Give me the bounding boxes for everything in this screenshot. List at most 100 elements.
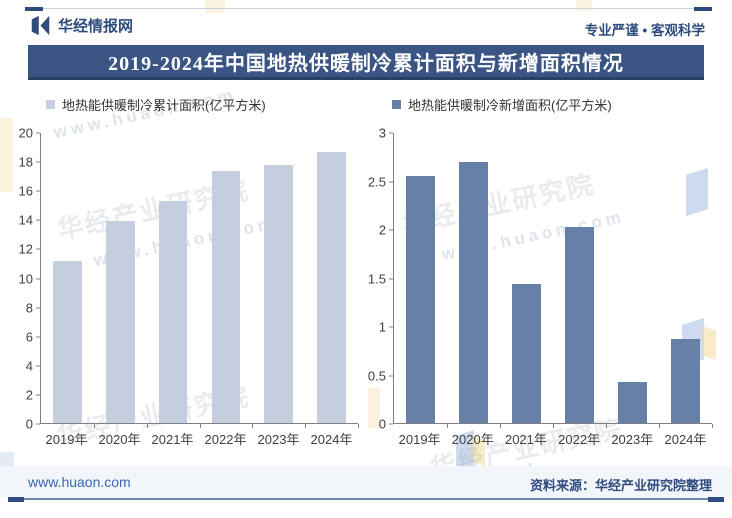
x-axis-tick-mark: [553, 424, 554, 428]
x-axis-label: 2024年: [310, 432, 353, 447]
y-axis-tick-label: 8: [25, 300, 33, 316]
y-axis-tick-mark: [36, 248, 40, 250]
y-axis-tick: 0: [26, 417, 40, 432]
x-axis-tick-mark: [712, 424, 713, 428]
x-axis-tick-mark: [659, 424, 660, 428]
y-axis-tick-mark: [389, 132, 393, 134]
bar-2024年: [317, 151, 346, 423]
y-axis-tick-mark: [36, 365, 40, 367]
divider-dash: [25, 6, 43, 11]
legend-marker-icon: [46, 100, 55, 109]
header-slogan: 专业严谨 • 客观科学: [584, 23, 705, 38]
divider-dash: [694, 6, 712, 11]
x-axis-label: 2021年: [504, 432, 547, 447]
x-axis: 2019年 2020年 2021年 2022年 2023年 2024年: [393, 429, 712, 448]
y-axis-tick: 2: [379, 223, 393, 238]
y-axis-tick-label: 0: [25, 416, 33, 432]
y-axis-tick-label: 16: [18, 183, 33, 199]
y-axis-tick-label: 1.5: [367, 271, 386, 286]
y-axis-tick-mark: [389, 375, 393, 376]
y-axis-tick-label: 2: [378, 222, 386, 238]
x-axis-label: 2022年: [558, 432, 601, 447]
bar-slot: [394, 133, 447, 423]
bar-2023年: [618, 382, 647, 423]
brand-name: 华经情报网: [58, 18, 134, 35]
legend-cumulative-area: 地热能供暖制冷累计面积(亿平方米): [46, 95, 266, 114]
y-axis-tick: 6: [26, 329, 40, 344]
x-axis-label: 2020年: [98, 432, 141, 447]
x-axis-tick-mark: [500, 424, 501, 428]
y-axis-tick-mark: [36, 161, 40, 163]
y-axis-tick: 3: [379, 126, 393, 141]
y-axis-tick-label: 10: [18, 271, 33, 286]
bar-2020年: [105, 221, 135, 423]
x-axis-label: 2019年: [45, 432, 88, 447]
page-title: 2019-2024年中国地热供暖制冷累计面积与新增面积情况: [108, 52, 624, 75]
y-axis-tick-label: 4: [25, 358, 33, 374]
bar-2019年: [53, 260, 82, 423]
y-axis-tick-label: 3: [378, 125, 386, 141]
plot-area: [393, 133, 713, 428]
y-axis-tick-label: 2.5: [367, 174, 386, 189]
watermark-shape: [576, 0, 592, 11]
legend-marker-icon: [392, 100, 401, 109]
y-axis-tick-mark: [36, 219, 40, 221]
watermark-shape: [205, 0, 225, 13]
bar-slot: [41, 133, 94, 423]
plot-area: [40, 133, 359, 428]
y-axis-tick: 20: [19, 126, 40, 141]
bar-2020年: [459, 162, 488, 423]
bar-slot: [606, 133, 659, 423]
y-axis-tick: 8: [26, 300, 40, 315]
y-axis-tick-label: 1: [378, 319, 386, 335]
title-bar: 2019-2024年中国地热供暖制冷累计面积与新增面积情况: [28, 45, 704, 80]
legend-label: 地热能供暖制冷新增面积(亿平方米): [408, 98, 612, 113]
y-axis-tick: 4: [26, 358, 40, 373]
bar-2021年: [158, 201, 188, 423]
y-axis-tick-label: 2: [25, 387, 33, 403]
y-axis-tick-label: 18: [18, 154, 33, 170]
bar-slot: [553, 133, 606, 423]
y-axis-tick-label: 14: [18, 212, 33, 228]
y-axis-tick-mark: [389, 326, 393, 328]
x-axis-label: 2020年: [451, 432, 494, 447]
divider-dash: [8, 496, 24, 502]
y-axis-tick-mark: [36, 278, 40, 279]
x-axis-tick-mark: [358, 424, 359, 428]
brand: 华经情报网: [30, 15, 133, 36]
y-axis-tick-mark: [36, 423, 40, 425]
bar-2022年: [211, 170, 241, 423]
bar-2023年: [264, 164, 293, 423]
bar-2022年: [565, 226, 594, 423]
website-link[interactable]: www.huaon.com: [28, 474, 131, 490]
y-axis: 3 2.5 2 1.5 1 0.5 0: [355, 126, 393, 432]
y-axis: 20 18 16 14 12 10 8 6 4 2 0: [2, 126, 40, 432]
x-axis-tick-mark: [199, 424, 201, 428]
x-axis-tick-mark: [447, 424, 448, 428]
x-axis-tick-mark: [606, 424, 607, 428]
x-axis-label: 2024年: [664, 432, 707, 447]
bar-slot: [147, 133, 200, 423]
y-axis-tick-mark: [389, 423, 393, 425]
bottom-divider: [8, 496, 724, 502]
x-axis: 2019年 2020年 2021年 2022年 2023年 2024年: [40, 429, 358, 448]
x-axis-label: 2019年: [398, 432, 441, 447]
y-axis-tick-label: 12: [18, 241, 33, 257]
huajing-logo-icon: [31, 15, 50, 36]
y-axis-tick-mark: [389, 278, 393, 279]
y-axis-tick-mark: [36, 307, 40, 309]
x-axis-label: 2023年: [257, 432, 300, 447]
x-axis-label: 2022年: [204, 432, 247, 447]
y-axis-tick: 10: [19, 271, 40, 286]
bar-slot: [199, 133, 252, 423]
y-axis-tick-label: 6: [25, 329, 33, 345]
chart-cumulative-area: 20 18 16 14 12 10 8 6 4 2 0 2019年 2020年 2021年 2022年 20…: [19, 126, 359, 447]
x-axis-label: 2023年: [611, 432, 654, 447]
y-axis-tick: 1.5: [368, 271, 393, 286]
x-axis-tick-mark: [93, 424, 95, 428]
chart-new-area: 3 2.5 2 1.5 1 0.5 0 2019年 2020年 2021年 2022年 2023年 2…: [368, 126, 713, 447]
y-axis-tick-mark: [36, 190, 40, 192]
legend-new-area: 地热能供暖制冷新增面积(亿平方米): [392, 95, 612, 114]
y-axis-tick-mark: [36, 336, 40, 338]
